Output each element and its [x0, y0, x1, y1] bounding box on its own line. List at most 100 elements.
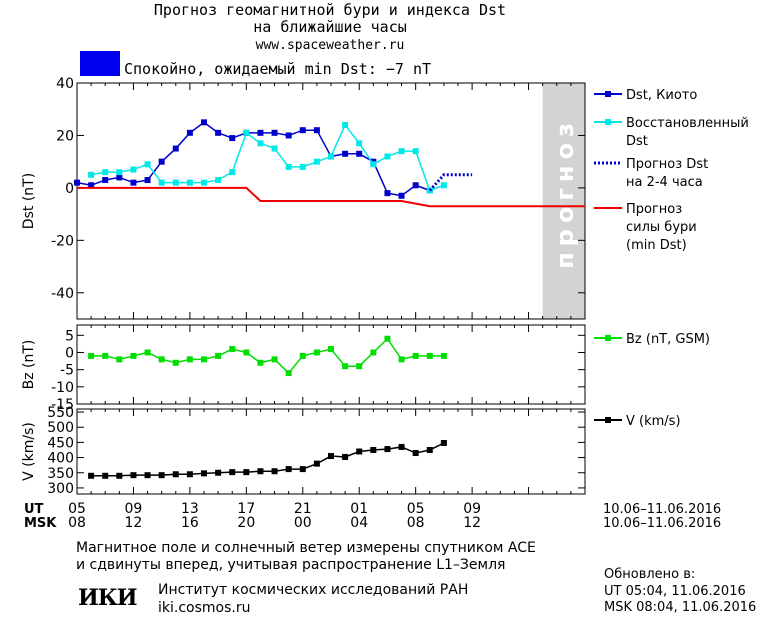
- data-point: [158, 158, 165, 165]
- legend-label: Прогноз силы бури (min Dst): [626, 202, 697, 253]
- data-point: [299, 127, 306, 134]
- data-point: [201, 356, 207, 363]
- y-tick-label: 0: [65, 345, 74, 361]
- ut-tick-label: 09: [125, 501, 143, 517]
- data-point: [271, 145, 278, 152]
- msk-tick-label: 12: [463, 515, 481, 531]
- data-point: [158, 472, 165, 479]
- data-point: [243, 129, 250, 136]
- data-point: [186, 129, 193, 136]
- data-point: [116, 472, 123, 479]
- y-tick-label: 20: [56, 128, 74, 144]
- data-point: [158, 179, 165, 186]
- data-point: [384, 190, 391, 197]
- ut-date-range: 10.06–11.06.2016: [603, 502, 722, 517]
- data-point: [215, 129, 222, 136]
- legend-marker: [605, 417, 611, 423]
- series-line: [77, 186, 585, 208]
- y-tick-label: 40: [56, 76, 74, 92]
- data-point: [313, 127, 320, 134]
- data-point: [356, 150, 363, 157]
- iki-logo[interactable]: ИКИ: [78, 585, 138, 611]
- msk-tick-label: 08: [68, 515, 86, 531]
- forecast-region: [542, 83, 585, 319]
- data-point: [116, 356, 123, 363]
- updated-msk: MSK 08:04, 11.06.2016: [604, 600, 757, 615]
- y-tick-label: -5: [60, 363, 74, 379]
- data-point: [426, 352, 433, 359]
- data-point: [370, 161, 377, 168]
- msk-date-range: 10.06–11.06.2016: [603, 516, 722, 531]
- legend-marker: [605, 91, 611, 97]
- institute-url[interactable]: iki.cosmos.ru: [158, 600, 251, 616]
- legend-label: Восстановленный Dst: [626, 116, 749, 149]
- data-point: [285, 132, 292, 139]
- source-url[interactable]: www.spaceweather.ru: [255, 38, 405, 53]
- data-point: [285, 163, 292, 170]
- y-tick-label: 300: [47, 481, 74, 497]
- series-line: [91, 337, 444, 375]
- data-point: [172, 471, 179, 478]
- ut-tick-label: 05: [407, 501, 425, 517]
- msk-tick-label: 08: [407, 515, 425, 531]
- data-point: [398, 192, 405, 199]
- data-point: [412, 148, 419, 155]
- data-point: [285, 370, 292, 377]
- msk-tick-label: 04: [350, 515, 368, 531]
- legend-label: V (km/s): [626, 414, 681, 429]
- msk-tick-label: 12: [125, 515, 143, 531]
- data-point: [342, 453, 349, 460]
- data-point: [88, 352, 95, 359]
- data-point: [328, 153, 334, 160]
- data-point: [257, 359, 264, 366]
- data-point: [342, 150, 349, 157]
- data-point: [102, 169, 109, 176]
- data-point: [356, 448, 363, 455]
- ut-tick-label: 09: [463, 501, 481, 517]
- legend-label: Bz (nT, GSM): [626, 332, 710, 347]
- data-point: [370, 446, 377, 453]
- data-point: [243, 349, 250, 356]
- msk-tick-label: 20: [237, 515, 255, 531]
- ut-tick-label: 01: [350, 501, 368, 517]
- data-point: [158, 356, 165, 363]
- plot-frame: [76, 324, 586, 405]
- data-point: [88, 171, 95, 178]
- y-axis-label: V (km/s): [21, 422, 37, 481]
- data-point: [342, 363, 349, 370]
- data-point: [440, 182, 447, 189]
- data-point: [144, 349, 151, 356]
- ut-tick-label: 05: [68, 501, 86, 517]
- data-point: [257, 129, 264, 136]
- chart-title-line1: Прогноз геомагнитной бури и индекса Dst: [153, 1, 507, 19]
- data-point: [313, 460, 320, 467]
- data-point: [74, 179, 80, 186]
- status-text: Спокойно, ожидаемый min Dst: −7 nT: [124, 60, 432, 78]
- y-tick-label: 500: [47, 420, 74, 436]
- data-point: [144, 161, 151, 168]
- series-line: [91, 442, 445, 477]
- dst-panel: прогноз -40 -20 0 20 40 Dst (nT) Dst, Киото Восс…: [21, 76, 749, 320]
- y-tick-label: -15: [51, 397, 74, 413]
- series-line: [76, 121, 431, 197]
- data-point: [285, 466, 292, 473]
- data-point: [356, 363, 363, 370]
- data-point: [384, 335, 391, 342]
- ut-tick-label: 13: [181, 501, 199, 517]
- data-point: [102, 472, 109, 479]
- data-point: [398, 443, 405, 450]
- chart-title-line2: на ближайшие часы: [253, 18, 407, 36]
- data-point: [412, 450, 419, 457]
- data-point: [229, 135, 236, 142]
- data-point: [144, 177, 151, 184]
- data-point: [271, 356, 278, 363]
- data-point: [229, 469, 236, 476]
- data-point: [313, 158, 320, 165]
- y-tick-label: 350: [47, 466, 74, 482]
- data-point: [130, 352, 137, 359]
- msk-label: MSK: [24, 516, 57, 531]
- data-point: [299, 466, 306, 473]
